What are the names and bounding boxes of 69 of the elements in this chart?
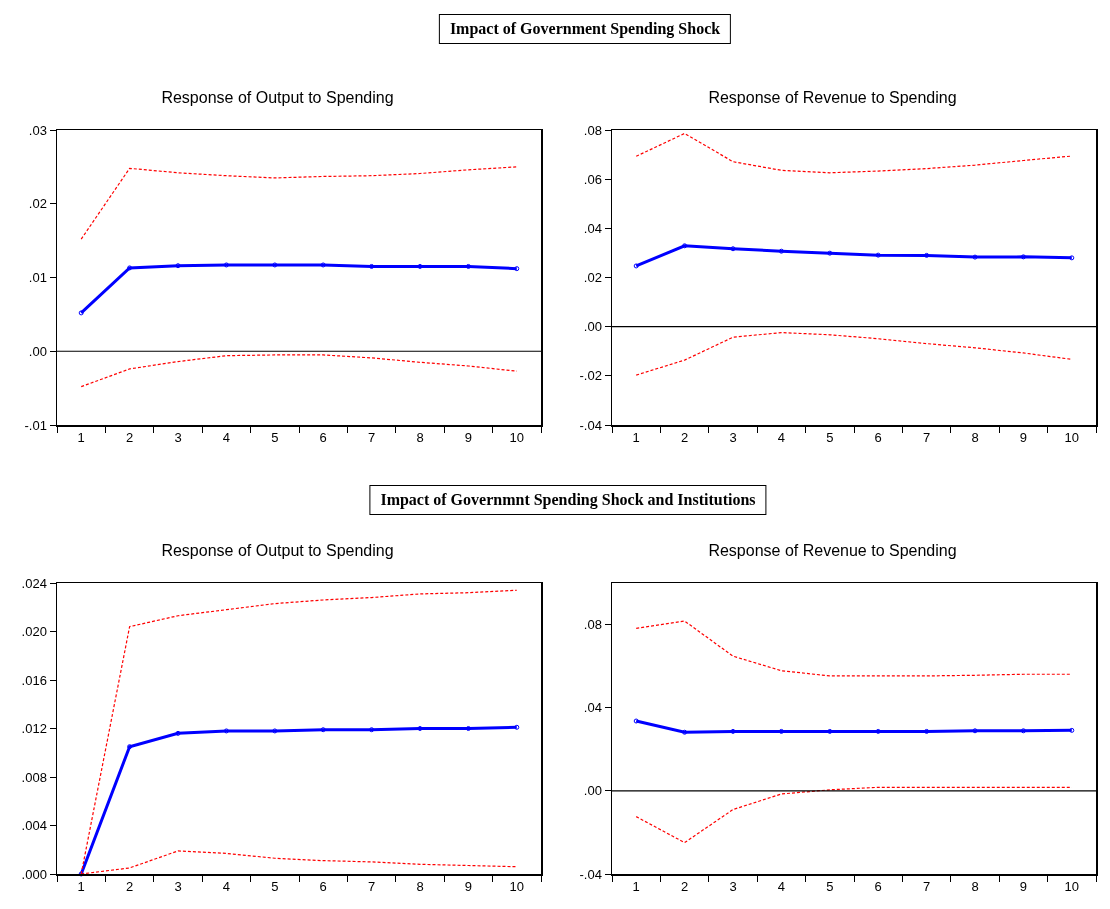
x-tick-label: 1 (77, 430, 85, 446)
x-tick-label: 3 (729, 879, 737, 895)
x-tick-label: 9 (464, 430, 473, 446)
x-tick-label: 6 (319, 879, 327, 895)
y-tick-label: .08 (583, 617, 602, 633)
x-tick-label: 2 (125, 430, 134, 446)
x-tick-label: 3 (174, 879, 182, 895)
y-tick-label: .03 (28, 122, 47, 138)
y-tick-label: -.01 (24, 417, 47, 433)
chart-title: Response of Output to Spending (161, 541, 394, 559)
y-tick-label: .04 (583, 220, 602, 236)
x-tick-label: 4 (777, 879, 786, 895)
x-tick-label: 8 (971, 430, 979, 446)
x-tick-label: 2 (680, 879, 689, 895)
x-tick-label: 4 (222, 430, 231, 446)
x-tick-label: 8 (416, 879, 424, 895)
y-tick-label: .004 (21, 818, 47, 834)
text: Impact of Government Spending Shock (438, 14, 732, 44)
y-tick-label: .020 (21, 624, 47, 640)
y-tick-label: .01 (28, 270, 47, 286)
x-tick-label: 5 (826, 430, 834, 446)
x-tick-label: 8 (971, 879, 979, 895)
y-tick-label: .04 (583, 700, 602, 716)
x-tick-label: 10 (509, 430, 525, 446)
x-tick-label: 2 (125, 879, 134, 895)
x-tick-label: 3 (174, 430, 182, 446)
y-tick-label: .012 (21, 721, 47, 737)
y-tick-label: .02 (28, 196, 47, 212)
x-tick-label: 3 (729, 430, 737, 446)
y-tick-label: .000 (21, 866, 47, 882)
x-tick-label: 9 (1019, 879, 1028, 895)
x-tick-label: 1 (632, 430, 640, 446)
y-tick-label: .00 (583, 319, 602, 335)
y-tick-label: .00 (583, 783, 602, 799)
chart-title: Response of Output to Spending (161, 88, 394, 106)
chart-title: Response of Revenue to Spending (708, 88, 957, 106)
x-tick-label: 7 (922, 879, 931, 895)
y-tick-label: .06 (583, 171, 602, 187)
x-tick-label: 5 (271, 879, 279, 895)
y-tick-label: -.04 (579, 866, 602, 882)
y-tick-label: -.04 (579, 417, 602, 433)
y-tick-label: .02 (583, 270, 602, 286)
text: Impact of Governmnt Spending Shock and Institutions (369, 485, 767, 515)
x-tick-label: 7 (367, 430, 376, 446)
x-tick-label: 1 (77, 879, 85, 895)
y-tick-label: .024 (21, 575, 47, 591)
x-tick-label: 6 (874, 430, 882, 446)
x-tick-label: 5 (271, 430, 279, 446)
x-tick-label: 7 (367, 879, 376, 895)
y-tick-label: .008 (21, 769, 47, 785)
x-tick-label: 6 (874, 879, 882, 895)
y-tick-label: .016 (21, 672, 47, 688)
x-tick-label: 4 (777, 430, 786, 446)
y-tick-label: -.02 (579, 368, 602, 384)
x-tick-label: 5 (826, 879, 834, 895)
x-tick-label: 1 (632, 879, 640, 895)
x-tick-label: 2 (680, 430, 689, 446)
x-tick-label: 6 (319, 430, 327, 446)
x-tick-label: 7 (922, 430, 931, 446)
x-tick-label: 9 (464, 879, 473, 895)
y-tick-label: .08 (583, 122, 602, 138)
x-tick-label: 8 (416, 430, 424, 446)
x-tick-label: 10 (1064, 430, 1080, 446)
chart-title: Response of Revenue to Spending (708, 541, 957, 559)
x-tick-label: 10 (1064, 879, 1080, 895)
y-tick-label: .00 (28, 343, 47, 359)
x-tick-label: 4 (222, 879, 231, 895)
x-tick-label: 9 (1019, 430, 1028, 446)
x-tick-label: 10 (509, 879, 525, 895)
